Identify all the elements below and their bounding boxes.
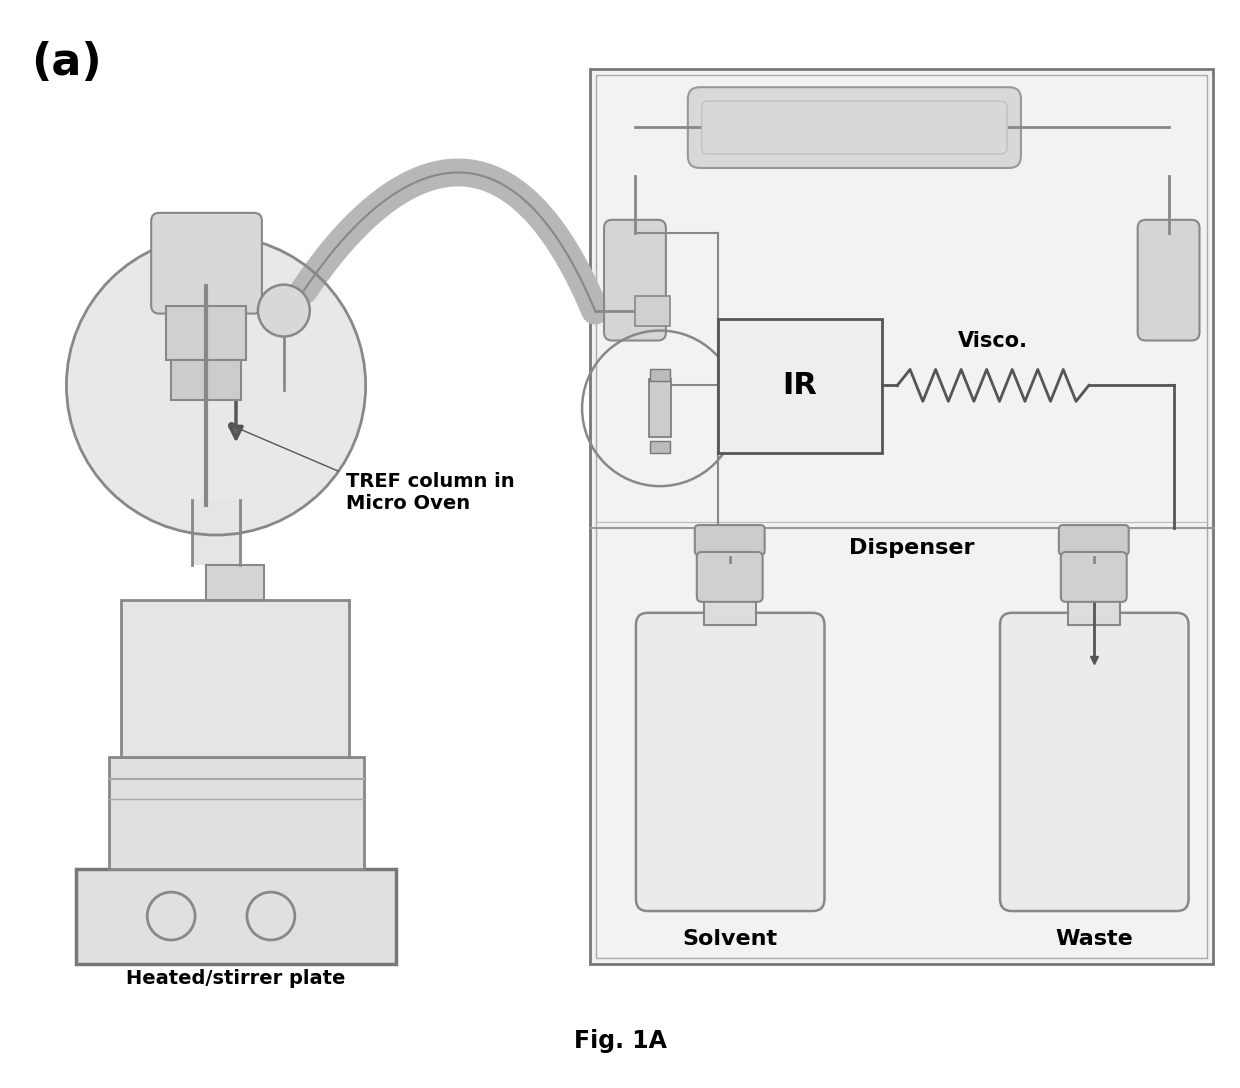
FancyBboxPatch shape: [688, 87, 1021, 168]
Bar: [590, 70, 1214, 964]
Text: Solvent: Solvent: [682, 929, 777, 949]
Bar: [171, 360, 241, 400]
Bar: [635, 296, 670, 325]
Circle shape: [67, 236, 366, 535]
Circle shape: [258, 285, 310, 336]
Text: Visco.: Visco.: [959, 332, 1028, 351]
Bar: [718, 319, 883, 454]
Text: (a): (a): [31, 41, 102, 84]
FancyBboxPatch shape: [1137, 220, 1199, 341]
Bar: [649, 380, 671, 437]
FancyBboxPatch shape: [1061, 552, 1127, 602]
Bar: [77, 869, 396, 964]
Bar: [122, 599, 348, 757]
FancyBboxPatch shape: [999, 613, 1189, 911]
Bar: [650, 442, 670, 454]
Text: Dispenser: Dispenser: [848, 537, 973, 558]
FancyBboxPatch shape: [636, 613, 825, 911]
Bar: [206, 565, 264, 599]
Bar: [650, 370, 670, 382]
Bar: [596, 75, 1208, 957]
Text: Waste: Waste: [1055, 929, 1132, 949]
FancyBboxPatch shape: [604, 220, 666, 341]
Bar: [1068, 573, 1120, 625]
Bar: [109, 757, 363, 869]
Text: TREF column in
Micro Oven: TREF column in Micro Oven: [346, 471, 515, 512]
FancyBboxPatch shape: [1059, 526, 1128, 555]
Text: Fig. 1A: Fig. 1A: [574, 1029, 666, 1053]
Bar: [166, 306, 246, 360]
FancyBboxPatch shape: [694, 526, 765, 555]
FancyBboxPatch shape: [697, 552, 763, 602]
Text: Heated/stirrer plate: Heated/stirrer plate: [126, 969, 346, 988]
Bar: [192, 500, 241, 565]
FancyBboxPatch shape: [151, 213, 262, 313]
Bar: [704, 573, 755, 625]
Text: IR: IR: [782, 371, 817, 400]
